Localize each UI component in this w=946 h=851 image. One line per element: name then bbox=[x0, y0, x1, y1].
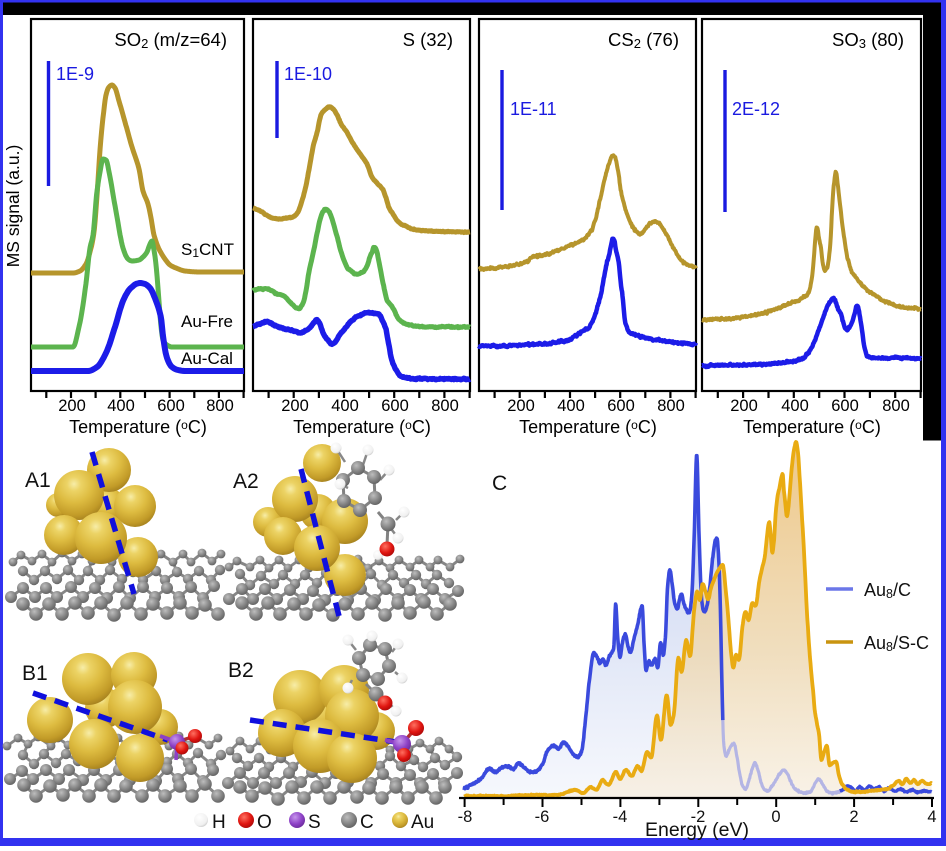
svg-text:200: 200 bbox=[730, 397, 758, 415]
svg-text:CS2 (76): CS2 (76) bbox=[608, 29, 679, 51]
svg-text:400: 400 bbox=[331, 397, 359, 415]
svg-text:Temperature (oC): Temperature (oC) bbox=[519, 417, 657, 437]
svg-text:0: 0 bbox=[771, 808, 780, 826]
svg-text:800: 800 bbox=[431, 397, 459, 415]
svg-text:Au: Au bbox=[411, 812, 434, 833]
svg-text:A2: A2 bbox=[233, 470, 259, 493]
svg-text:4: 4 bbox=[927, 808, 936, 826]
svg-text:Au-Fre: Au-Fre bbox=[181, 312, 233, 331]
svg-text:C: C bbox=[492, 472, 507, 495]
svg-text:400: 400 bbox=[781, 397, 809, 415]
svg-text:-4: -4 bbox=[613, 808, 628, 826]
svg-text:800: 800 bbox=[882, 397, 910, 415]
svg-text:S (32): S (32) bbox=[403, 29, 453, 50]
svg-text:-6: -6 bbox=[535, 808, 550, 826]
svg-text:Temperature (oC): Temperature (oC) bbox=[293, 417, 431, 437]
svg-text:Au8/S-C: Au8/S-C bbox=[864, 633, 929, 654]
svg-text:600: 600 bbox=[831, 397, 859, 415]
svg-text:2E-12: 2E-12 bbox=[732, 99, 780, 119]
svg-text:B1: B1 bbox=[22, 662, 48, 685]
svg-text:-2: -2 bbox=[691, 808, 706, 826]
svg-text:A1: A1 bbox=[25, 469, 51, 492]
svg-text:600: 600 bbox=[157, 397, 185, 415]
svg-text:MS signal (a.u.): MS signal (a.u.) bbox=[3, 145, 23, 268]
svg-text:1E-11: 1E-11 bbox=[510, 99, 557, 119]
svg-text:Au-Cal: Au-Cal bbox=[181, 349, 233, 368]
svg-text:C: C bbox=[360, 812, 374, 833]
svg-text:O: O bbox=[257, 812, 272, 833]
svg-text:Temperature (oC): Temperature (oC) bbox=[743, 417, 881, 437]
svg-text:1E-10: 1E-10 bbox=[284, 64, 332, 84]
svg-text:B2: B2 bbox=[228, 659, 254, 682]
svg-text:400: 400 bbox=[107, 397, 135, 415]
svg-text:SO3 (80): SO3 (80) bbox=[832, 29, 904, 51]
svg-text:Energy (eV): Energy (eV) bbox=[645, 819, 749, 841]
svg-text:800: 800 bbox=[206, 397, 234, 415]
svg-text:600: 600 bbox=[381, 397, 409, 415]
svg-text:-8: -8 bbox=[458, 808, 473, 826]
svg-text:S: S bbox=[308, 812, 321, 833]
svg-text:200: 200 bbox=[281, 397, 309, 415]
svg-text:400: 400 bbox=[557, 397, 585, 415]
svg-text:800: 800 bbox=[657, 397, 685, 415]
svg-text:Temperature (oC): Temperature (oC) bbox=[69, 417, 207, 437]
svg-text:600: 600 bbox=[607, 397, 635, 415]
svg-text:H: H bbox=[212, 812, 226, 833]
svg-text:200: 200 bbox=[58, 397, 86, 415]
svg-text:S1CNT: S1CNT bbox=[181, 240, 234, 260]
svg-text:200: 200 bbox=[507, 397, 535, 415]
svg-text:SO2 (m/z=64): SO2 (m/z=64) bbox=[114, 29, 227, 51]
svg-text:Au8/C: Au8/C bbox=[864, 580, 911, 601]
svg-text:2: 2 bbox=[849, 808, 858, 826]
svg-text:1E-9: 1E-9 bbox=[56, 64, 94, 84]
